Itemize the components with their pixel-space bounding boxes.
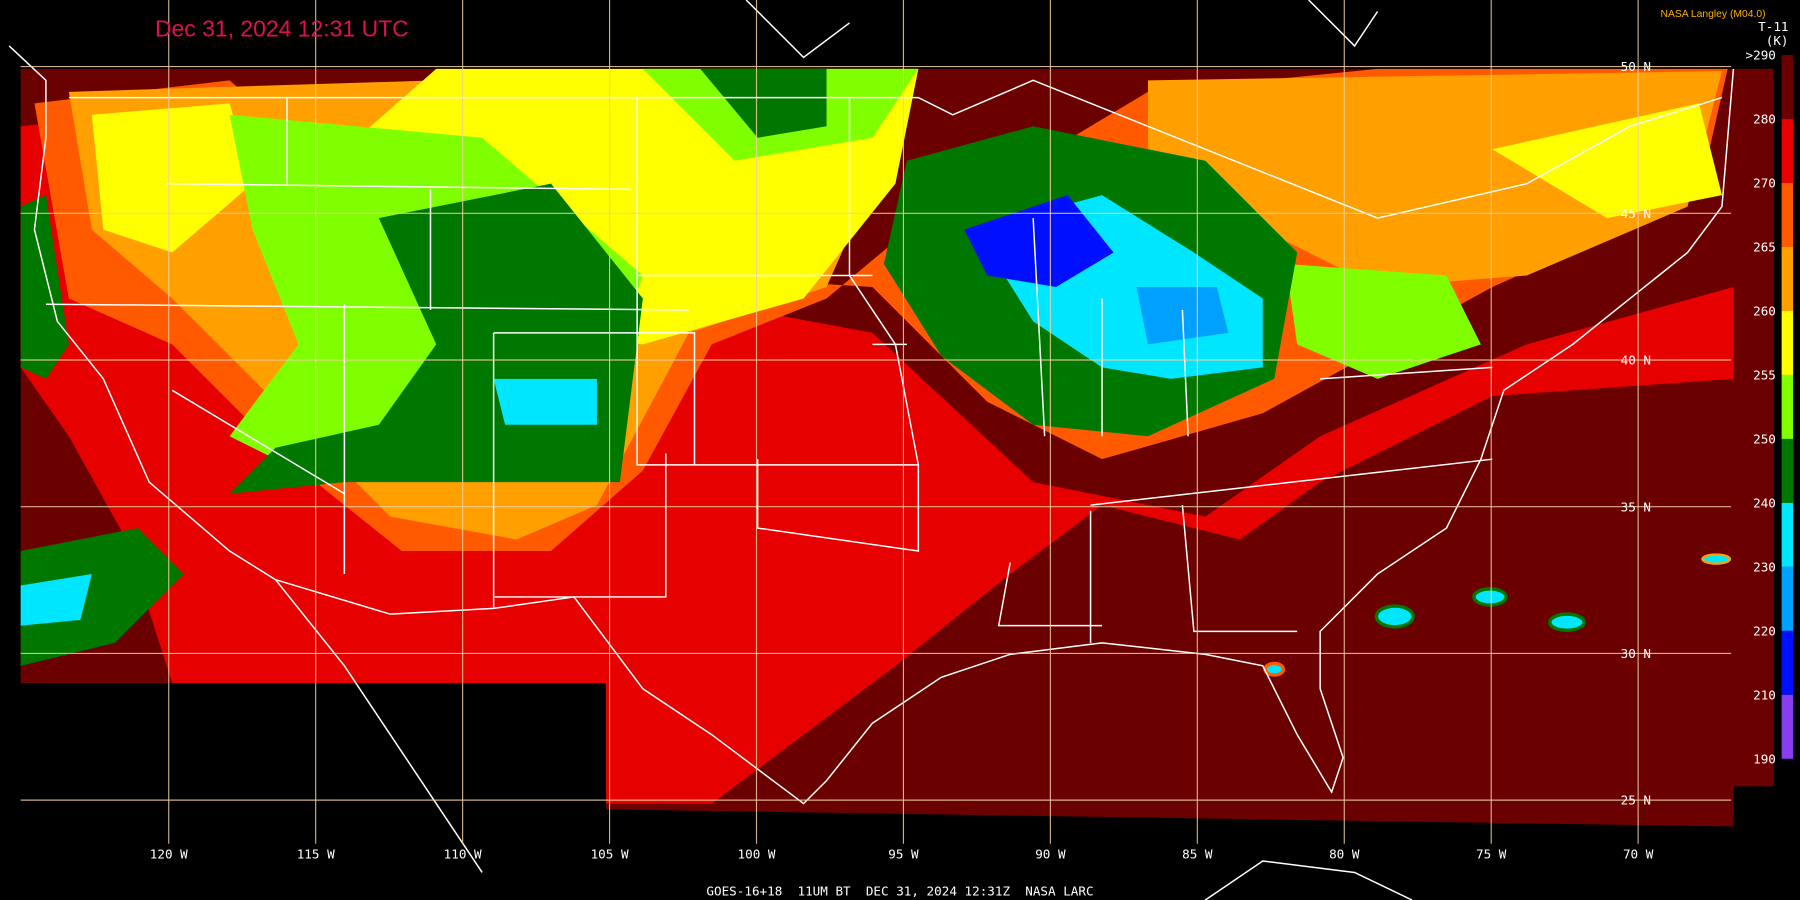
colorbar-segment xyxy=(1781,247,1794,311)
colorbar-label: 220 xyxy=(1753,623,1776,638)
colorbar-segment xyxy=(1781,55,1794,120)
credit: NASA Langley (M04.0) xyxy=(1660,9,1765,20)
colorbar-segment xyxy=(1781,694,1794,759)
colorbar-label: 270 xyxy=(1753,176,1776,191)
longitude-label: 90 W xyxy=(1035,847,1066,862)
yellow-region xyxy=(1492,103,1722,219)
convective-cell xyxy=(1701,553,1732,565)
latitude-label: 30 N xyxy=(1621,646,1651,661)
colorbar-segment xyxy=(1781,183,1794,248)
colorbar-label: 240 xyxy=(1753,496,1776,511)
colorbar-label: 230 xyxy=(1753,559,1776,574)
longitude-label: 80 W xyxy=(1329,847,1360,862)
colorbar-label: 280 xyxy=(1753,112,1776,127)
colorbar-title: T-11 xyxy=(1758,19,1788,34)
latitude-label: 50 N xyxy=(1621,59,1651,74)
coastline xyxy=(8,45,483,873)
yellow-region xyxy=(91,103,253,253)
graticule: 50 N 45 N 40 N 35 N 30 N 25 N 120 W 115 W 110 W 1… xyxy=(20,0,1732,862)
coastline xyxy=(275,68,1735,805)
colorbar-segment xyxy=(1781,310,1794,375)
colorbar-segment xyxy=(1781,566,1794,631)
longitude-label: 120 W xyxy=(150,847,188,862)
longitude-label: 110 W xyxy=(444,847,482,862)
colorbar-unit: (K) xyxy=(1766,33,1789,48)
longitude-label: 100 W xyxy=(738,847,776,862)
colorbar-label: 255 xyxy=(1753,368,1776,383)
longitude-label: 115 W xyxy=(297,847,335,862)
state-lines xyxy=(45,97,1493,643)
latitude-label: 45 N xyxy=(1621,206,1651,221)
imagery xyxy=(20,68,1774,827)
cyan-region xyxy=(20,573,92,626)
green-region xyxy=(20,528,184,666)
lime-region xyxy=(1285,264,1481,379)
green-region xyxy=(20,195,69,379)
colorbar-segment xyxy=(1781,630,1794,695)
colorbar-label: 250 xyxy=(1753,432,1776,447)
longitude-label: 70 W xyxy=(1623,847,1654,862)
cyan-region xyxy=(493,378,597,425)
colorbar-label: 210 xyxy=(1753,687,1776,702)
colorbar-label: 265 xyxy=(1753,240,1776,255)
longitude-label: 85 W xyxy=(1182,847,1213,862)
colorbar-segment xyxy=(1781,119,1794,184)
convective-cell xyxy=(1472,587,1508,607)
timestamp-title: Dec 31, 2024 12:31 UTC xyxy=(155,16,409,42)
colorbar-segment xyxy=(1781,438,1794,503)
colorbar-label: >290 xyxy=(1746,48,1776,63)
colorbar: >290 280 270 265 260 255 250 240 230 220 210 190 xyxy=(1746,48,1794,766)
colorbar-label: 190 xyxy=(1753,751,1776,766)
border xyxy=(68,79,1723,219)
colorbar-label: 260 xyxy=(1753,304,1776,319)
caption: GOES-16+18 11UM BT DEC 31, 2024 12:31Z N… xyxy=(706,883,1093,898)
convective-cell xyxy=(1548,612,1586,632)
coastline xyxy=(745,0,1413,900)
green-region xyxy=(700,68,827,138)
latitude-label: 25 N xyxy=(1621,793,1651,808)
colorbar-segment xyxy=(1781,502,1794,567)
convective-cell xyxy=(1374,604,1415,629)
outlines xyxy=(8,0,1735,900)
longitude-label: 105 W xyxy=(591,847,629,862)
longitude-label: 75 W xyxy=(1476,847,1507,862)
latitude-label: 35 N xyxy=(1621,499,1651,514)
light-orange-region xyxy=(1147,71,1722,287)
longitude-label: 95 W xyxy=(888,847,919,862)
latitude-label: 40 N xyxy=(1621,353,1651,368)
blue-region xyxy=(964,195,1114,287)
colorbar-segment xyxy=(1781,374,1794,439)
convective-cell xyxy=(1263,661,1286,677)
